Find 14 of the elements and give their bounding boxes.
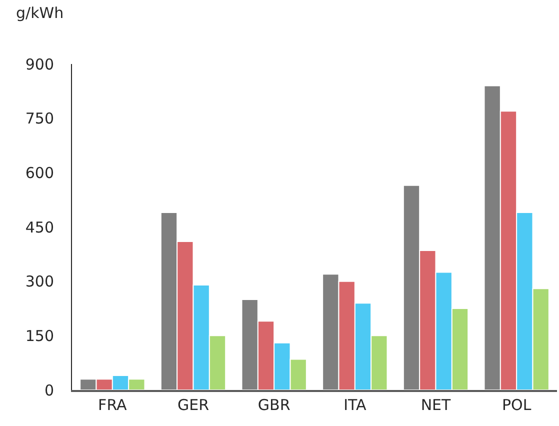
y-axis-title: g/kWh	[16, 4, 64, 22]
x-tick-label: POL	[502, 396, 532, 414]
y-tick-label: 0	[44, 381, 54, 400]
y-tick-label: 450	[25, 218, 54, 236]
y-tick-label: 300	[25, 272, 54, 291]
y-tick-label: 750	[25, 110, 54, 128]
x-tick-label: NET	[420, 396, 452, 414]
x-tick-label: FRA	[98, 396, 128, 414]
x-tick-label: GBR	[258, 396, 290, 414]
x-tick-label: GER	[177, 396, 210, 414]
y-tick-label: 150	[25, 326, 54, 345]
x-tick-label: ITA	[344, 396, 367, 414]
y-tick-label: 900	[25, 55, 54, 74]
y-tick-label: 600	[25, 164, 54, 182]
